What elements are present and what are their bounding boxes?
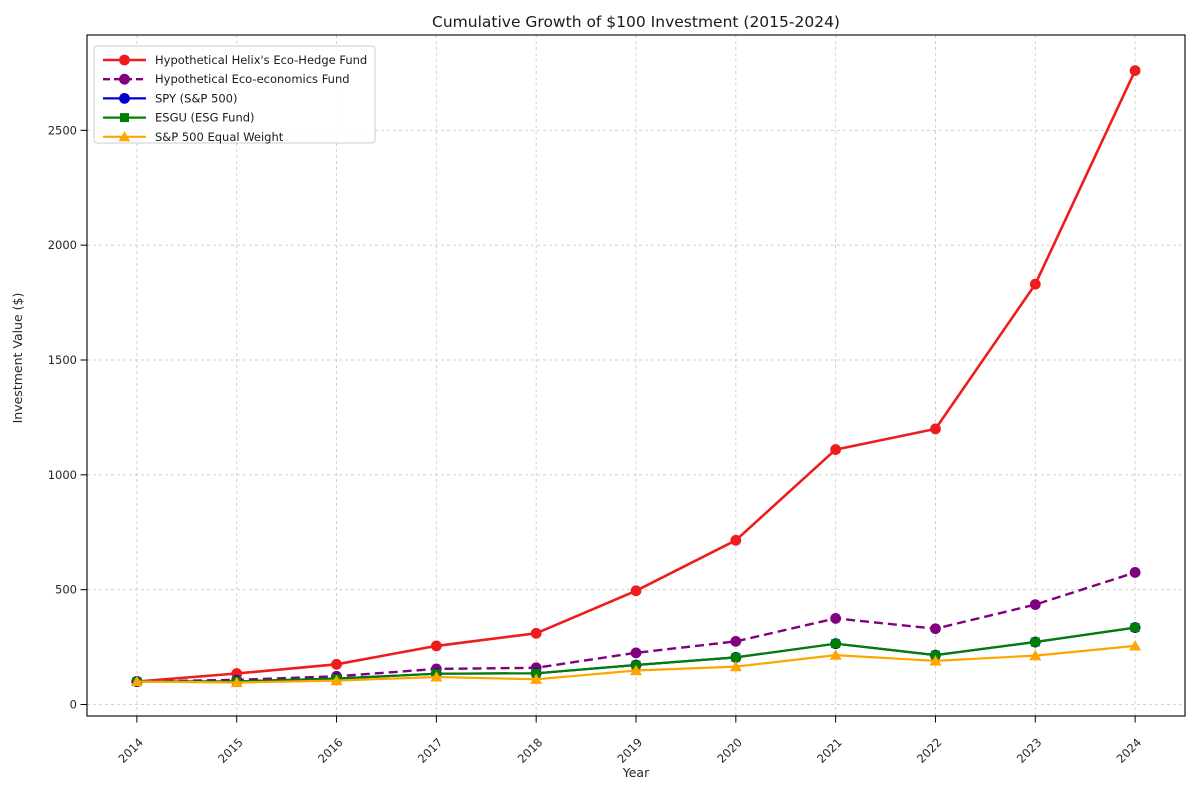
legend-label-hypothetical-helix-s-eco-hedge-fund: Hypothetical Helix's Eco-Hedge Fund (155, 53, 367, 67)
marker-hypothetical-helix-s-eco-hedge-fund-2018 (530, 627, 542, 639)
series-layer (130, 65, 1142, 688)
x-tick-label-2018: 2018 (515, 735, 546, 766)
marker-s-p-500-equal-weight-2019 (630, 664, 642, 676)
marker-s-p-500-equal-weight-2015 (230, 676, 243, 688)
chart-title: Cumulative Growth of $100 Investment (20… (432, 13, 840, 31)
legend-marker-spy-s-p-500 (119, 93, 130, 104)
marker-hypothetical-helix-s-eco-hedge-fund-2024 (1129, 65, 1141, 77)
y-tick-label-2500: 2500 (48, 123, 77, 137)
marker-s-p-500-equal-weight-2014 (130, 675, 143, 687)
marker-s-p-500-equal-weight-2018 (530, 673, 543, 684)
x-tick-label-2020: 2020 (714, 735, 745, 766)
marker-s-p-500-equal-weight-2023 (1029, 649, 1042, 661)
legend-marker-hypothetical-helix-s-eco-hedge-fund (119, 54, 130, 66)
marker-hypothetical-helix-s-eco-hedge-fund-2020 (730, 534, 742, 546)
marker-esgu-esg-fund-2023 (1030, 637, 1040, 647)
legend-item-hypothetical-helix-s-eco-hedge-fund: Hypothetical Helix's Eco-Hedge Fund (103, 53, 367, 67)
legend-marker-esgu-esg-fund (120, 113, 129, 123)
marker-esgu-esg-fund-2021 (831, 639, 841, 649)
x-tick-label-2022: 2022 (914, 735, 945, 766)
y-tick-label-1000: 1000 (48, 468, 77, 482)
legend-box (93, 45, 376, 144)
marker-hypothetical-eco-economics-fund-2020 (730, 635, 742, 647)
marker-hypothetical-helix-s-eco-hedge-fund-2016 (331, 658, 342, 670)
marker-s-p-500-equal-weight-2022 (929, 655, 942, 666)
x-tick-label-2021: 2021 (814, 735, 845, 766)
marker-hypothetical-helix-s-eco-hedge-fund-2023 (1029, 278, 1041, 290)
marker-esgu-esg-fund-2018 (531, 668, 541, 678)
marker-hypothetical-eco-economics-fund-2019 (630, 647, 642, 659)
marker-hypothetical-eco-economics-fund-2024 (1129, 567, 1141, 578)
legend-label-spy-s-p-500: SPY (S&P 500) (155, 91, 237, 105)
legend-label-hypothetical-eco-economics-fund: Hypothetical Eco-economics Fund (155, 72, 350, 86)
marker-hypothetical-eco-economics-fund-2023 (1029, 599, 1041, 611)
x-tick-label-2016: 2016 (315, 735, 346, 766)
legend-marker-hypothetical-eco-economics-fund (119, 73, 130, 85)
marker-s-p-500-equal-weight-2024 (1129, 640, 1142, 651)
legend-item-spy-s-p-500: SPY (S&P 500) (103, 91, 237, 105)
legend-item-hypothetical-eco-economics-fund: Hypothetical Eco-economics Fund (103, 72, 350, 86)
marker-hypothetical-helix-s-eco-hedge-fund-2021 (830, 444, 842, 455)
x-tick-label-2015: 2015 (215, 735, 246, 766)
y-tick-label-500: 500 (55, 583, 77, 597)
marker-s-p-500-equal-weight-2017 (430, 671, 443, 682)
x-tick-label-2023: 2023 (1014, 735, 1045, 766)
marker-hypothetical-eco-economics-fund-2022 (930, 623, 941, 635)
x-tick-label-2019: 2019 (615, 735, 646, 766)
marker-hypothetical-helix-s-eco-hedge-fund-2022 (930, 423, 941, 435)
legend-item-esgu-esg-fund: ESGU (ESG Fund) (103, 111, 255, 125)
marker-s-p-500-equal-weight-2021 (829, 649, 842, 660)
y-tick-label-0: 0 (70, 698, 77, 712)
marker-hypothetical-eco-economics-fund-2021 (830, 612, 842, 624)
marker-hypothetical-helix-s-eco-hedge-fund-2017 (430, 640, 442, 652)
x-tick-label-2017: 2017 (415, 735, 446, 766)
x-tick-label-2014: 2014 (115, 735, 146, 766)
marker-esgu-esg-fund-2020 (731, 652, 741, 662)
x-axis-label: Year (622, 765, 650, 780)
y-axis-label: Investment Value ($) (10, 293, 25, 424)
series-hypothetical-helix-s-eco-hedge-fund (131, 65, 1141, 687)
marker-s-p-500-equal-weight-2020 (729, 660, 742, 672)
legend-label-s-p-500-equal-weight: S&P 500 Equal Weight (155, 130, 284, 144)
series-s-p-500-equal-weight (130, 640, 1142, 688)
marker-hypothetical-helix-s-eco-hedge-fund-2019 (630, 585, 642, 597)
legend: Hypothetical Helix's Eco-Hedge Fund Hypot… (93, 45, 376, 144)
ticks-layer: 0 500 1000 1500 2000 2500 2014 2015 2016 2017 2018… (48, 123, 1144, 766)
marker-s-p-500-equal-weight-2016 (330, 674, 343, 686)
y-tick-label-2000: 2000 (48, 238, 77, 252)
x-tick-label-2024: 2024 (1114, 735, 1145, 766)
y-tick-label-1500: 1500 (48, 353, 77, 367)
legend-label-esgu-esg-fund: ESGU (ESG Fund) (155, 111, 255, 125)
legend-marker-s-p-500-equal-weight (118, 131, 131, 142)
legend-item-s-p-500-equal-weight: S&P 500 Equal Weight (103, 130, 284, 144)
marker-esgu-esg-fund-2024 (1130, 623, 1140, 633)
